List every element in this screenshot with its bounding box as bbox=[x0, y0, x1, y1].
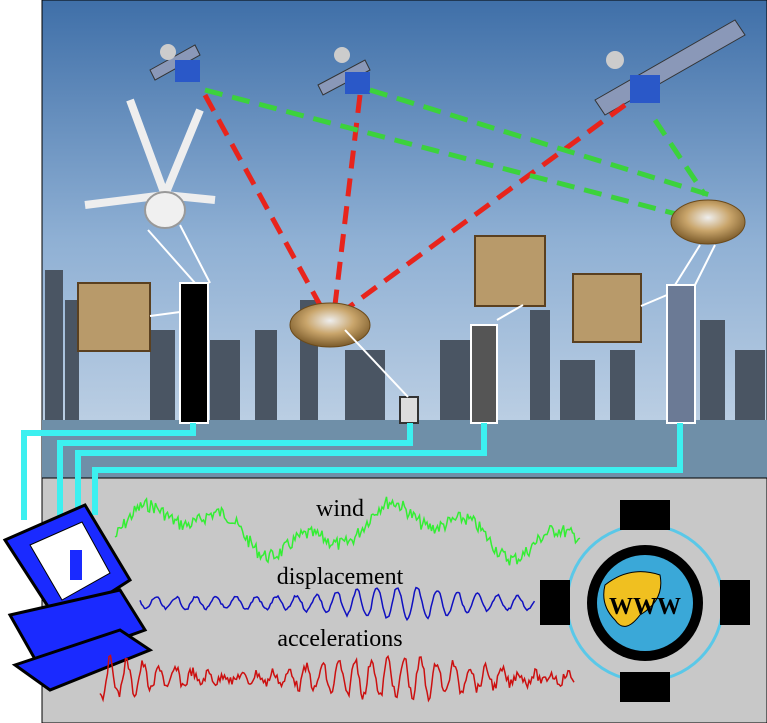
towers bbox=[147, 224, 716, 424]
computer bbox=[2, 503, 154, 692]
waveform bbox=[114, 496, 581, 566]
gps-receiver bbox=[289, 302, 371, 348]
web-label: WWW bbox=[609, 594, 681, 620]
signal-label: wind bbox=[316, 496, 364, 522]
web-globe bbox=[540, 500, 750, 702]
waveform bbox=[139, 586, 536, 622]
anemometer bbox=[84, 98, 216, 229]
gps-receiver bbox=[670, 199, 746, 245]
signal-label: displacement bbox=[277, 564, 404, 590]
satellite-links bbox=[202, 87, 711, 313]
accelerometer bbox=[77, 235, 642, 352]
cables bbox=[21, 423, 683, 520]
satellite bbox=[149, 19, 746, 116]
skyline bbox=[45, 270, 765, 420]
waveform bbox=[99, 654, 575, 703]
signal-label: accelerations bbox=[277, 626, 402, 652]
